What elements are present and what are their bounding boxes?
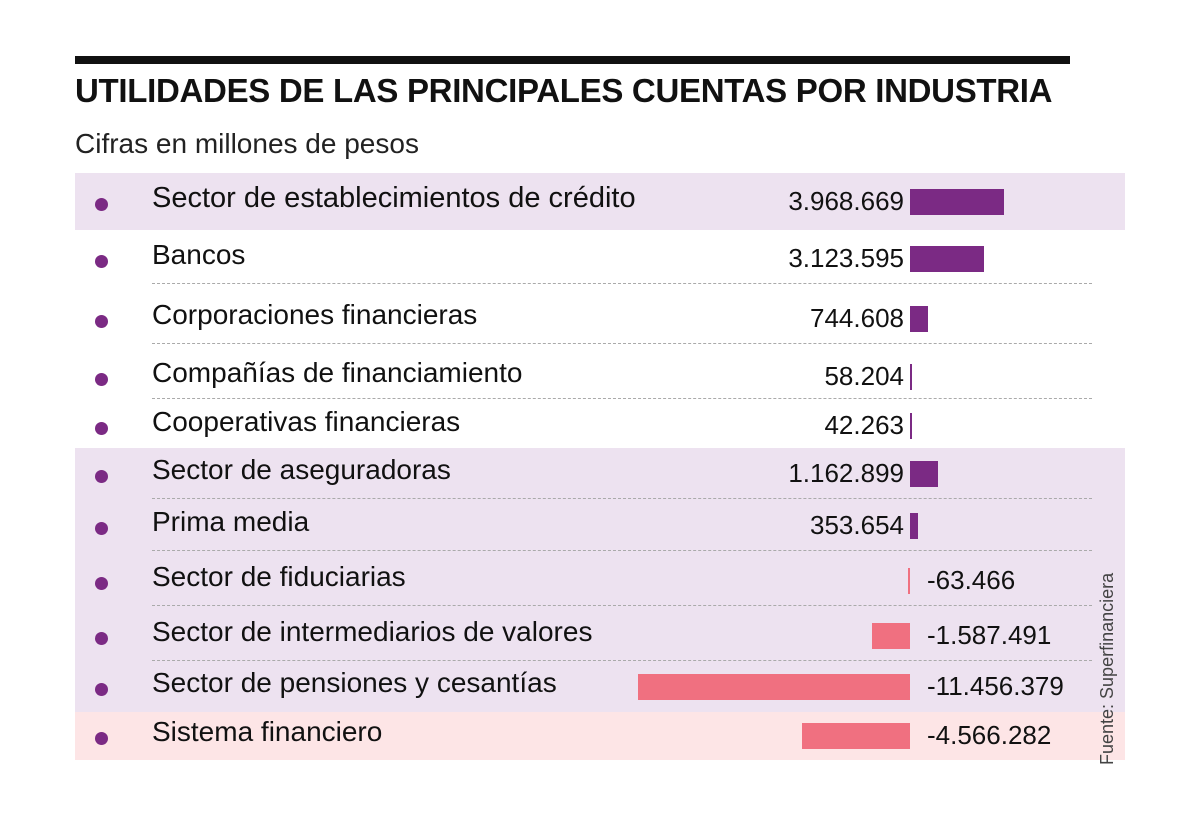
category-label: Corporaciones financieras — [152, 298, 478, 330]
category-label: Prima media — [152, 506, 310, 537]
bullet-icon — [95, 632, 108, 645]
value-label: 744.608 — [810, 302, 904, 333]
bullet-icon — [95, 372, 108, 386]
bullet-icon — [95, 421, 108, 435]
row-divider — [152, 283, 1092, 284]
value-label: 353.654 — [810, 510, 904, 540]
bullet-icon — [95, 522, 108, 535]
value-bar — [908, 568, 910, 594]
value-bar — [910, 188, 1005, 215]
bullet-icon — [95, 314, 108, 328]
value-label: 1.162.899 — [788, 458, 904, 488]
bullet-icon — [95, 197, 108, 211]
value-label: 3.123.595 — [788, 242, 904, 273]
value-bar — [872, 623, 910, 649]
chart-subtitle: Cifras en millones de pesos — [75, 128, 419, 159]
bullet-icon — [95, 254, 108, 268]
value-label: 3.968.669 — [788, 185, 904, 216]
bullet-icon — [95, 470, 108, 483]
category-label: Sector de establecimientos de crédito — [152, 181, 636, 214]
value-label: -11.456.379 — [927, 671, 1064, 701]
value-bar — [910, 461, 938, 487]
value-bar — [910, 363, 912, 390]
band-system — [75, 712, 1125, 760]
row-divider — [152, 398, 1092, 399]
value-label: -1.587.491 — [927, 620, 1052, 650]
source-note: Fuente: Superfinanciera — [1097, 572, 1117, 765]
value-bar — [910, 305, 928, 332]
value-bar — [910, 412, 912, 439]
row-divider — [152, 550, 1092, 551]
band-insurance-pensions — [75, 448, 1125, 712]
category-label: Sector de fiduciarias — [152, 561, 406, 592]
category-label: Sector de aseguradoras — [152, 454, 451, 485]
category-label: Sector de intermediarios de valores — [152, 616, 593, 647]
category-label: Compañías de financiamiento — [152, 356, 523, 388]
row-divider — [152, 498, 1092, 499]
row-divider — [152, 343, 1092, 344]
bullet-icon — [95, 683, 108, 696]
row-divider — [152, 660, 1092, 661]
bullet-icon — [95, 732, 108, 745]
chart-title: UTILIDADES DE LAS PRINCIPALES CUENTAS PO… — [75, 72, 1053, 109]
value-label: 42.263 — [824, 409, 904, 440]
title-rule — [75, 56, 1070, 64]
category-label: Sector de pensiones y cesantías — [152, 667, 557, 698]
value-bar — [910, 245, 985, 272]
value-label: 58.204 — [824, 360, 904, 391]
value-bar — [910, 513, 919, 539]
value-bar — [801, 723, 910, 749]
value-label: -4.566.282 — [927, 720, 1052, 750]
category-label: Bancos — [152, 238, 246, 270]
category-label: Sistema financiero — [152, 716, 383, 747]
bullet-icon — [95, 577, 108, 590]
value-label: -63.466 — [927, 565, 1016, 595]
value-bar — [638, 674, 910, 700]
row-divider — [152, 605, 1092, 606]
category-label: Cooperativas financieras — [152, 405, 461, 437]
